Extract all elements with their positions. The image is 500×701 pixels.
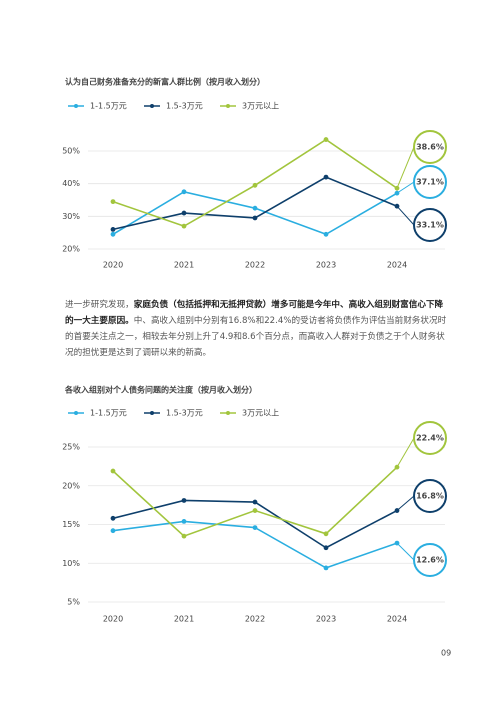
point [110,199,116,205]
series-line [112,138,398,228]
point [181,210,187,216]
y-tick-label: 50% [62,147,80,156]
callout-circle [413,421,447,455]
y-tick-label: 10% [62,559,80,568]
point [323,545,329,551]
data-label: 22.4% [416,434,444,443]
data-label: 37.1% [416,178,444,187]
callout-line [396,146,415,189]
point [181,189,187,195]
point [110,231,116,237]
point [323,565,329,571]
point [252,205,258,211]
point [394,185,400,191]
callout-line [396,542,415,561]
point [181,498,187,503]
point [110,515,116,521]
point [181,533,187,539]
callout-line [396,205,415,226]
callout-line [396,437,415,468]
paragraph: 进一步研究发现，家庭负债（包括抵押和无抵押贷款）增多可能是今年中、高收入组别财富… [65,297,450,361]
x-tick-label: 2024 [387,615,407,624]
callout-circle [413,165,447,199]
y-tick-label: 30% [62,212,80,221]
legend-label: 3万元以上 [242,409,279,418]
point [323,531,329,537]
callout-line [396,495,415,511]
point [110,468,116,474]
point [110,528,116,534]
page-number: 09 [441,649,451,658]
legend-marker [226,411,230,415]
x-tick-label: 2022 [245,261,265,270]
data-label: 16.8% [416,492,444,501]
legend-label: 1.5-3万元 [166,102,203,111]
legend-marker [150,411,154,415]
callout-circle [413,479,447,513]
legend-marker [150,104,154,108]
callout-circle [413,130,447,164]
callout-line [396,181,415,194]
legend-label: 1-1.5万元 [90,409,127,418]
data-label: 38.6% [416,143,444,152]
point [252,182,258,188]
point [252,508,258,513]
y-tick-label: 15% [62,520,80,529]
series-line [112,190,398,236]
y-tick-label: 25% [62,443,80,452]
legend-marker [226,104,230,108]
x-tick-label: 2023 [316,615,336,624]
point [323,137,329,142]
legend-marker [74,104,78,108]
point [323,231,329,237]
x-tick-label: 2020 [103,261,123,270]
legend-label: 3万元以上 [242,102,279,111]
callout-circle [413,543,447,577]
x-tick-label: 2021 [174,615,194,624]
point [181,223,187,229]
point [110,227,116,232]
point [323,174,329,180]
x-tick-label: 2021 [174,261,194,270]
text: 进一步研究发现， [65,300,134,310]
point [181,519,187,524]
y-tick-label: 20% [62,245,80,254]
x-tick-label: 2020 [103,615,123,624]
legend-label: 1-1.5万元 [90,102,127,111]
x-tick-label: 2023 [316,261,336,270]
y-tick-label: 20% [62,481,80,490]
point [252,525,258,530]
x-tick-label: 2022 [245,615,265,624]
x-tick-label: 2024 [387,261,407,270]
legend-label: 1.5-3万元 [166,409,203,418]
point [252,499,258,505]
callout-circle [413,208,447,242]
data-label: 12.6% [416,556,444,565]
y-tick-label: 40% [62,179,80,188]
data-label: 33.1% [416,221,444,230]
legend-marker [74,411,78,415]
chart-title: 认为自己财务准备充分的新富人群比例（按月收入划分） [65,77,265,87]
point [252,215,258,221]
chart-title: 各收入组别对个人债务问题的关注度（按月收入划分） [64,385,257,395]
y-tick-label: 5% [67,598,80,607]
bold-text: 家庭负债（包括抵押和无抵押贷款）增多可能是今年中、高收入组别财富信心下降的一大主… [65,300,444,326]
text: 中、高收入组别中分别有16.8%和22.4%的受访者将负债作为评估当前财务状况时… [65,316,447,358]
